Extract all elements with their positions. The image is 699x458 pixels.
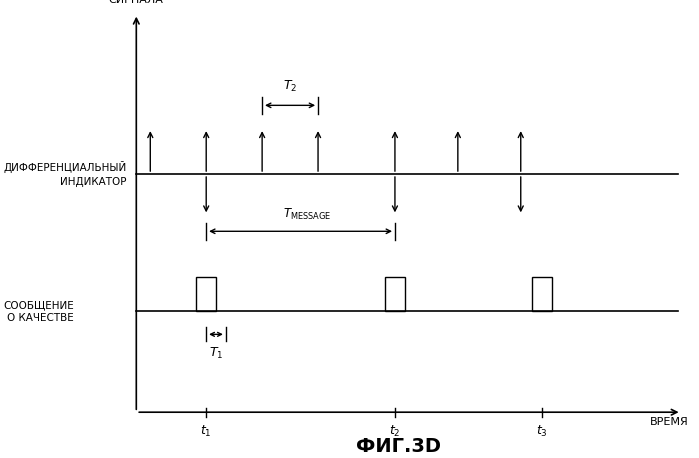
Bar <box>532 277 552 311</box>
Text: ВРЕМЯ: ВРЕМЯ <box>650 417 689 427</box>
Text: СООБЩЕНИЕ
О КАЧЕСТВЕ: СООБЩЕНИЕ О КАЧЕСТВЕ <box>3 300 74 323</box>
Bar <box>385 277 405 311</box>
Text: $t_1$: $t_1$ <box>201 424 212 439</box>
Text: ДИФФЕРЕНЦИАЛЬНЫЙ
ИНДИКАТОР: ДИФФЕРЕНЦИАЛЬНЫЙ ИНДИКАТОР <box>3 161 127 187</box>
Bar <box>196 277 216 311</box>
Text: $T_1$: $T_1$ <box>209 346 223 361</box>
Text: ИНТЕНСИВНОСТЬ
СИГНАЛА: ИНТЕНСИВНОСТЬ СИГНАЛА <box>85 0 187 5</box>
Text: $T_{\mathregular{MESSAGE}}$: $T_{\mathregular{MESSAGE}}$ <box>283 207 332 222</box>
Text: $T_2$: $T_2$ <box>283 79 297 94</box>
Text: $t_2$: $t_2$ <box>389 424 401 439</box>
Text: $t_3$: $t_3$ <box>536 424 547 439</box>
Text: ФИГ.3D: ФИГ.3D <box>356 437 441 456</box>
